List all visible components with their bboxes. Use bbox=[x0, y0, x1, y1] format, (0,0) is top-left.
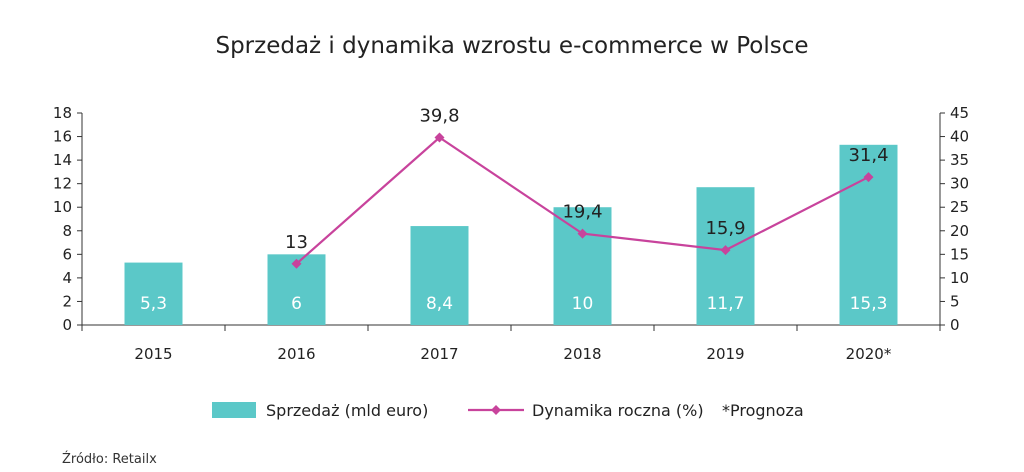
legend-note: *Prognoza bbox=[722, 401, 804, 420]
y-right-tick-label: 15 bbox=[950, 245, 969, 263]
y-left-tick-label: 6 bbox=[62, 245, 72, 263]
y-left-tick-label: 16 bbox=[53, 128, 72, 146]
line-value-label: 31,4 bbox=[848, 145, 888, 166]
bar-value-label: 6 bbox=[291, 294, 302, 314]
bar bbox=[553, 207, 612, 325]
y-left-tick-label: 18 bbox=[53, 104, 72, 122]
x-tick-label: 2018 bbox=[563, 345, 601, 363]
x-tick-label: 2017 bbox=[420, 345, 458, 363]
legend: Sprzedaż (mld euro) Dynamika roczna (%) *P… bbox=[212, 401, 804, 420]
bar-value-label: 5,3 bbox=[140, 294, 167, 314]
bar-value-label: 10 bbox=[572, 294, 594, 314]
plot-area: 0 2 4 6 8 10 12 14 16 18 0 5 10 15 20 25 30 35 40 45 2015 201… bbox=[53, 104, 969, 363]
y-right-tick-label: 45 bbox=[950, 104, 969, 122]
y-right-tick-label: 30 bbox=[950, 175, 969, 193]
y-right-tick-label: 35 bbox=[950, 151, 969, 169]
x-tick-label: 2016 bbox=[277, 345, 315, 363]
legend-swatch-marker bbox=[491, 405, 501, 415]
x-tick-label: 2020* bbox=[846, 345, 892, 363]
legend-label-line: Dynamika roczna (%) bbox=[532, 401, 704, 420]
bar bbox=[124, 262, 183, 325]
y-right-tick-label: 20 bbox=[950, 222, 969, 240]
y-right-tick-label: 10 bbox=[950, 269, 969, 287]
x-tick-label: 2015 bbox=[134, 345, 172, 363]
bar-value-label: 8,4 bbox=[426, 294, 453, 314]
line-point bbox=[720, 245, 731, 256]
y-right-tick-label: 25 bbox=[950, 198, 969, 216]
y-right-tick-label: 40 bbox=[950, 128, 969, 146]
y-right-tick-label: 0 bbox=[950, 316, 960, 334]
y-left-tick-label: 0 bbox=[62, 316, 72, 334]
bar bbox=[410, 226, 469, 325]
line-point bbox=[434, 132, 445, 143]
line-value-label: 13 bbox=[285, 232, 308, 253]
chart-title: Sprzedaż i dynamika wzrostu e-commerce w… bbox=[215, 33, 808, 59]
line-value-label: 19,4 bbox=[562, 202, 602, 223]
bar-value-label: 15,3 bbox=[850, 294, 888, 314]
y-left-tick-label: 10 bbox=[53, 198, 72, 216]
line-point bbox=[577, 228, 588, 239]
x-tick-label: 2019 bbox=[706, 345, 744, 363]
source-note: Źródło: Retailx bbox=[62, 451, 157, 467]
y-left-tick-label: 14 bbox=[53, 151, 72, 169]
y-left-tick-label: 12 bbox=[53, 175, 72, 193]
line-point bbox=[291, 258, 302, 269]
line-value-label: 39,8 bbox=[419, 105, 459, 126]
y-right-tick-label: 5 bbox=[950, 292, 960, 310]
bar bbox=[696, 187, 755, 325]
line-value-label: 15,9 bbox=[705, 218, 745, 239]
y-left-tick-label: 8 bbox=[62, 222, 72, 240]
legend-label-bar: Sprzedaż (mld euro) bbox=[266, 401, 428, 420]
y-left-tick-label: 4 bbox=[62, 269, 72, 287]
line-point bbox=[863, 172, 874, 183]
bar-value-label: 11,7 bbox=[707, 294, 745, 314]
y-left-tick-label: 2 bbox=[62, 292, 72, 310]
legend-swatch-bar bbox=[212, 402, 256, 418]
